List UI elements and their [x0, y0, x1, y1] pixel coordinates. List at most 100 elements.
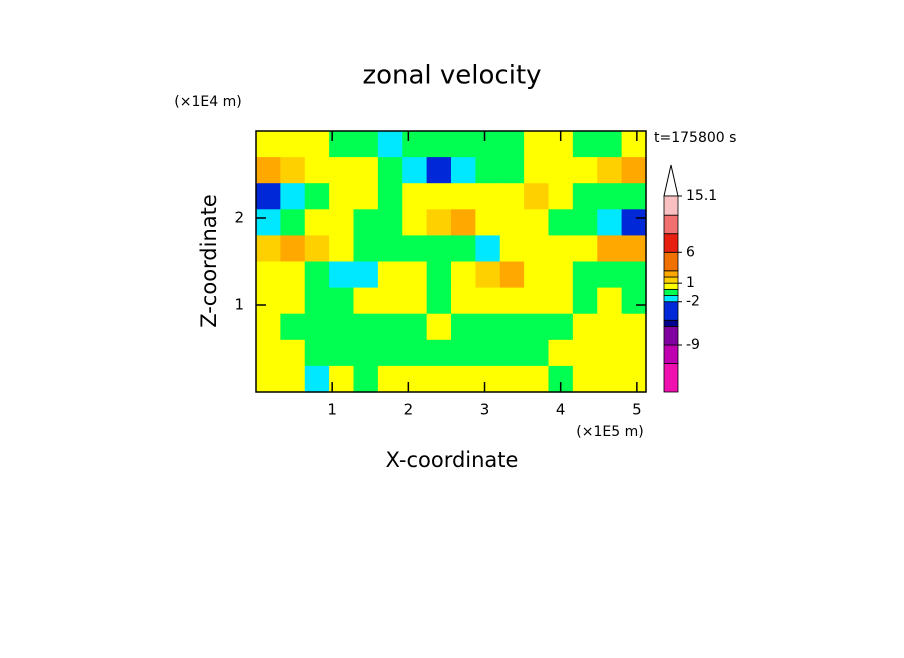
contour-cell: [329, 183, 355, 210]
contour-cell: [426, 209, 452, 236]
contour-cell: [475, 235, 501, 263]
colorbar-segment: [663, 319, 679, 327]
contour-cell: [402, 157, 428, 184]
colorbar-segment: [663, 233, 679, 253]
contour-cell: [256, 261, 281, 289]
contour-cell: [572, 313, 598, 341]
contour-cell: [548, 183, 574, 210]
contour-cell: [353, 261, 379, 289]
contour-cell: [280, 313, 306, 341]
contour-cell: [402, 131, 428, 158]
contour-cell: [597, 261, 623, 289]
contour-cell: [256, 157, 281, 184]
plot-frame: [255, 130, 647, 393]
contour-cell: [329, 287, 355, 315]
contour-cell: [353, 131, 379, 158]
contour-field: [256, 131, 647, 393]
contour-cell: [304, 235, 330, 263]
contour-cell: [548, 287, 574, 315]
contour-cell: [524, 209, 550, 236]
contour-cell: [304, 209, 330, 236]
contour-cell: [280, 131, 306, 158]
contour-cell: [280, 183, 306, 210]
contour-cell: [304, 313, 330, 341]
contour-cell: [451, 131, 476, 158]
contour-cell: [329, 157, 355, 184]
chart-title: zonal velocity: [362, 61, 541, 91]
contour-cell: [572, 261, 598, 289]
contour-cell: [524, 261, 550, 289]
colorbar-tick-label: 6: [686, 244, 695, 260]
contour-cell: [524, 183, 550, 210]
contour-cell: [597, 287, 623, 315]
contour-cell: [304, 157, 330, 184]
contour-cell: [499, 339, 525, 367]
contour-cell: [256, 339, 281, 367]
contour-cell: [256, 131, 281, 158]
contour-cell: [402, 287, 428, 315]
y-axis-label: Z-coordinate: [197, 194, 221, 328]
contour-cell: [451, 157, 476, 184]
contour-cell: [402, 313, 428, 341]
contour-cell: [256, 287, 281, 315]
contour-cell: [475, 131, 501, 158]
contour-cell: [597, 183, 623, 210]
contour-cell: [475, 339, 501, 367]
contour-cell: [353, 157, 379, 184]
contour-cell: [451, 261, 476, 289]
x-tick-label: 3: [480, 401, 490, 419]
contour-cell: [621, 313, 647, 341]
time-annotation: t=175800 s: [654, 130, 736, 146]
contour-cell: [353, 365, 379, 393]
contour-cell: [280, 287, 306, 315]
contour-cell: [402, 235, 428, 263]
contour-cell: [377, 183, 403, 210]
contour-cell: [597, 131, 623, 158]
contour-cell: [499, 183, 525, 210]
contour-cell: [402, 365, 428, 393]
contour-cell: [451, 183, 476, 210]
contour-cell: [304, 131, 330, 158]
contour-cell: [451, 313, 476, 341]
contour-cell: [329, 365, 355, 393]
contour-cell: [426, 157, 452, 184]
contour-cell: [621, 287, 647, 315]
contour-cell: [524, 235, 550, 263]
contour-cell: [426, 183, 452, 210]
contour-cell: [353, 313, 379, 341]
contour-cell: [475, 157, 501, 184]
contour-cell: [377, 339, 403, 367]
contour-cell: [329, 313, 355, 341]
contour-cell: [621, 131, 647, 158]
contour-cell: [572, 157, 598, 184]
contour-cell: [548, 209, 574, 236]
contour-cell: [499, 209, 525, 236]
colorbar-segment: [663, 288, 679, 296]
contour-cell: [304, 365, 330, 393]
x-tick-label: 2: [404, 401, 414, 419]
contour-cell: [280, 209, 306, 236]
contour-cell: [499, 235, 525, 263]
contour-cell: [572, 131, 598, 158]
colorbar-segment: [663, 270, 679, 278]
contour-cell: [402, 209, 428, 236]
contour-cell: [548, 157, 574, 184]
colorbar-segment: [663, 251, 679, 272]
contour-cell: [475, 261, 501, 289]
contour-cell: [329, 261, 355, 289]
contour-cell: [499, 261, 525, 289]
contour-cell: [280, 235, 306, 263]
contour-cell: [524, 339, 550, 367]
contour-cell: [329, 235, 355, 263]
contour-cell: [377, 287, 403, 315]
contour-cell: [353, 339, 379, 367]
contour-cell: [329, 339, 355, 367]
contour-cell: [548, 261, 574, 289]
contour-cell: [548, 313, 574, 341]
contour-cell: [475, 287, 501, 315]
x-tick-label: 4: [556, 401, 566, 419]
contour-cell: [548, 235, 574, 263]
contour-cell: [475, 365, 501, 393]
contour-cell: [353, 209, 379, 236]
